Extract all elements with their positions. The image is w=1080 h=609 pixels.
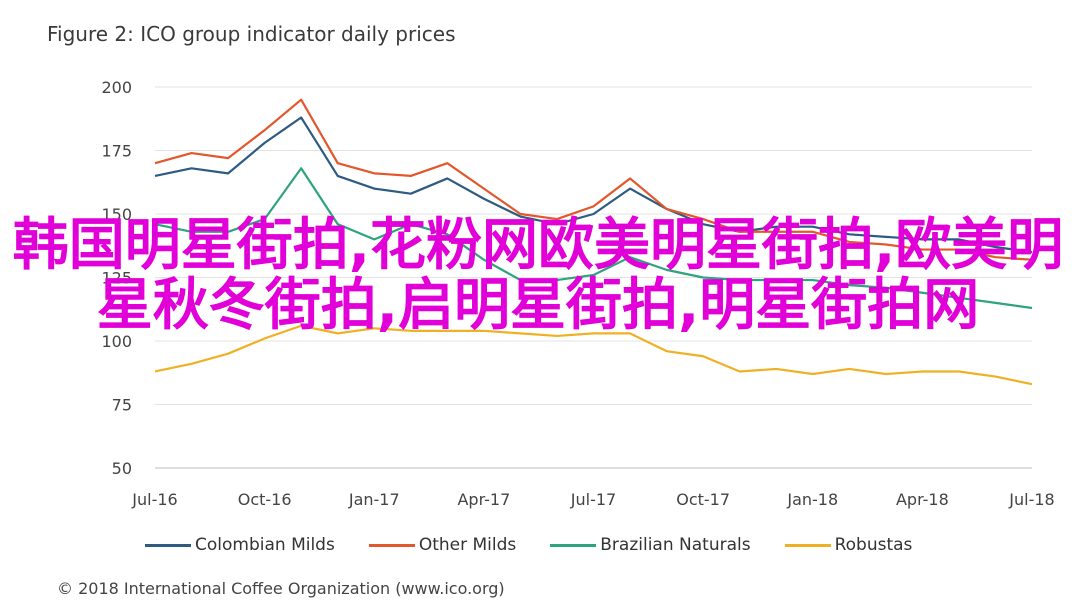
series-line-colombian-milds bbox=[154, 116, 1033, 254]
y-tick-label: 175 bbox=[101, 142, 132, 161]
legend-swatch bbox=[145, 543, 191, 547]
legend-item: Brazilian Naturals bbox=[550, 535, 751, 555]
y-tick-label: 200 bbox=[101, 78, 132, 97]
legend-item: Colombian Milds bbox=[145, 535, 335, 555]
x-tick-label: Jan-18 bbox=[786, 490, 838, 509]
chart-title: Figure 2: ICO group indicator daily pric… bbox=[47, 22, 456, 46]
chart-legend: Colombian Milds Other Milds Brazilian Natu… bbox=[145, 535, 946, 555]
legend-label: Robustas bbox=[834, 535, 913, 555]
x-tick-label: Apr-18 bbox=[896, 490, 949, 509]
x-tick-label: Jul-16 bbox=[131, 490, 177, 509]
y-tick-label: 100 bbox=[101, 332, 132, 351]
y-tick-label: 75 bbox=[112, 396, 132, 415]
series-line-brazilian-naturals bbox=[154, 167, 1033, 310]
x-tick-label: Oct-16 bbox=[238, 490, 292, 509]
legend-swatch bbox=[368, 543, 415, 547]
x-tick-label: Jan-17 bbox=[348, 490, 400, 509]
x-tick-label: Jul-18 bbox=[1008, 490, 1054, 509]
x-tick-label: Jul-17 bbox=[570, 490, 616, 509]
legend-item: Other Milds bbox=[368, 535, 517, 555]
series-line-robustas bbox=[154, 324, 1033, 386]
y-tick-label: 150 bbox=[101, 205, 132, 224]
legend-label: Brazilian Naturals bbox=[600, 535, 751, 555]
legend-label: Other Milds bbox=[418, 535, 517, 555]
legend-item: Robustas bbox=[784, 535, 913, 555]
x-tick-label: Oct-17 bbox=[676, 490, 730, 509]
series-line-other-milds bbox=[154, 98, 1033, 261]
legend-swatch bbox=[550, 543, 597, 547]
y-tick-label: 125 bbox=[101, 269, 132, 288]
x-tick-label: Apr-17 bbox=[457, 490, 510, 509]
copyright-text: © 2018 International Coffee Organization… bbox=[57, 579, 505, 598]
legend-swatch bbox=[784, 543, 831, 547]
y-tick-label: 50 bbox=[112, 459, 132, 478]
legend-label: Colombian Milds bbox=[195, 535, 335, 555]
